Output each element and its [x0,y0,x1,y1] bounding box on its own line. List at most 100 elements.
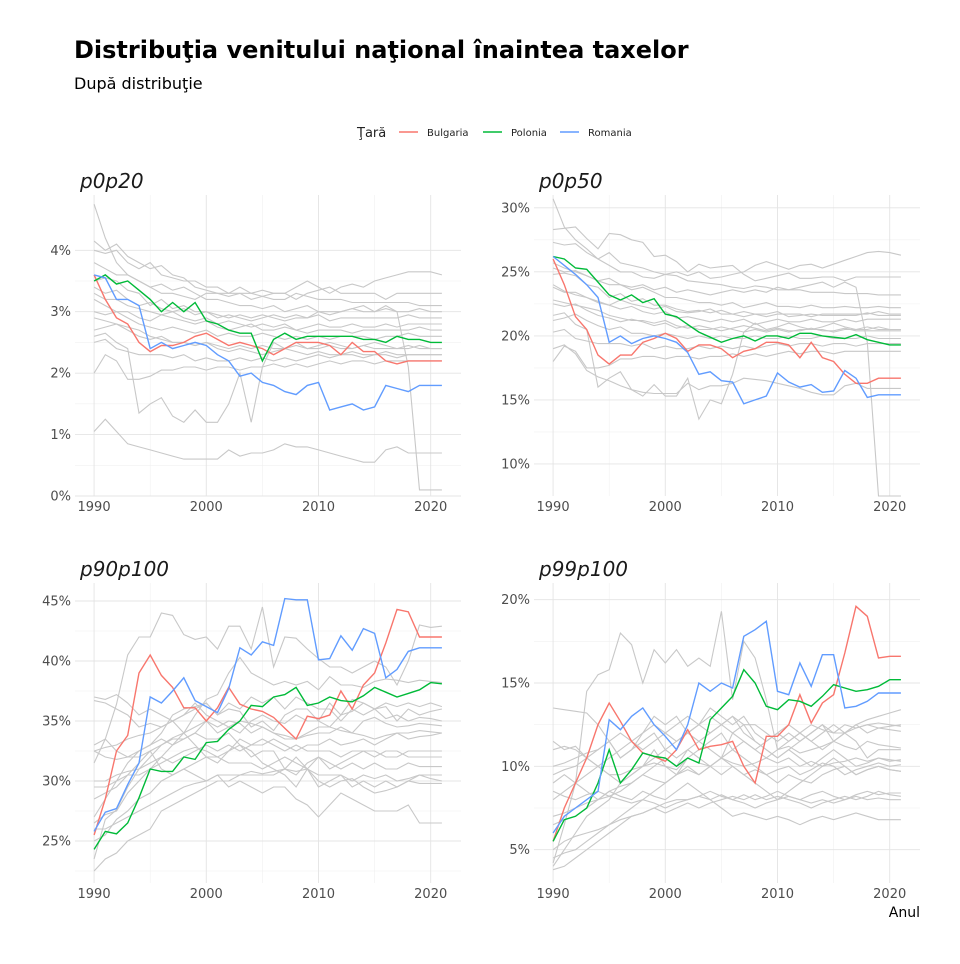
background-country-line [553,272,901,318]
background-country-line [552,709,902,801]
y-tick-label: 4% [50,244,71,259]
panel-title: p0p20 [79,169,144,193]
background-country-line [552,782,901,826]
x-tick-label: 2010 [761,887,794,902]
background-country-line [93,656,442,860]
panel-p90p100: 25% 30% 35% 40% 45% 1990 2000 2010 2020 p90p100 [42,557,461,902]
y-tick-label: 1% [50,428,71,443]
y-tick-label: 45% [42,595,71,610]
background-country-line [93,298,442,334]
x-tick-label: 1990 [78,500,111,515]
background-country-line [93,240,442,301]
background-country-line [552,740,901,776]
background-country-line [93,204,443,300]
background-country-line [553,226,901,282]
series-line-polonia [93,274,442,363]
background-country-line [93,696,443,752]
background-country-line [552,790,901,809]
x-tick-label: 2020 [873,887,906,902]
series-line-polonia [552,668,901,842]
background-country-line [93,700,443,734]
background-country-line [93,738,442,824]
y-tick-label: 20% [501,329,530,344]
background-country-line [93,286,442,491]
background-country-line [93,311,442,340]
background-country-line [93,332,442,423]
background-country-line [93,720,442,760]
legend-title: Ţară [356,126,386,141]
series-line-bulgaria [93,608,442,836]
y-tick-label: 2% [50,367,71,382]
background-country-line [93,606,442,764]
x-tick-label: 2010 [302,500,335,515]
y-tick-label: 3% [50,305,71,320]
background-country-line [94,738,442,782]
panel-title: p0p50 [538,169,603,193]
background-country-line [552,262,901,309]
x-tick-label: 2020 [414,500,447,515]
panel-title: p90p100 [79,557,169,581]
background-country-line [552,611,901,864]
background-country-line [552,732,901,784]
background-country-line [552,723,901,801]
background-country-line [93,262,442,313]
background-country-line [552,198,902,279]
x-tick-label: 1990 [537,887,570,902]
series-line-polonia [93,681,442,850]
y-tick-label: 25% [501,265,530,280]
background-country-line [552,757,901,817]
background-country-line [552,328,901,350]
y-tick-label: 10% [501,760,530,775]
x-tick-label: 2000 [649,500,682,515]
y-tick-label: 30% [501,201,530,216]
y-tick-label: 10% [501,457,530,472]
x-tick-label: 2000 [190,500,223,515]
background-country-line [552,707,901,767]
y-tick-label: 5% [509,843,530,858]
panel-p0p20: 0% 1% 2% 3% 4% 1990 2000 2010 2020 p0p20 [50,169,461,515]
chart-subtitle: După distribuţie [74,74,203,93]
x-tick-label: 2010 [302,887,335,902]
background-country-line [552,299,901,332]
y-tick-label: 0% [50,490,71,505]
series-line-bulgaria [552,258,901,384]
x-tick-label: 2020 [873,500,906,515]
y-tick-label: 15% [501,677,530,692]
x-tick-label: 1990 [537,500,570,515]
background-country-line [552,345,901,369]
legend-label-romania: Romania [588,128,632,139]
x-tick-label: 1990 [78,887,111,902]
background-country-line [552,790,901,851]
legend-label-polonia: Polonia [511,128,547,139]
background-country-line [93,732,442,800]
background-country-line [552,312,901,421]
series-line-polonia [552,255,901,346]
background-country-line [93,323,442,350]
panel-p99p100: 5% 10% 15% 20% 1990 2000 2010 2020 p99p100 [501,557,920,902]
x-tick-label: 2020 [414,887,447,902]
background-country-line [94,746,442,788]
background-country-line [93,698,443,818]
background-country-line [552,286,901,325]
background-country-line [552,284,901,318]
background-country-line [552,303,901,333]
background-country-line [553,707,901,759]
background-country-line [93,756,442,872]
background-country-line [93,418,442,463]
panel-p0p50: 10% 15% 20% 25% 30% 1990 2000 2010 2020 p0p50 [501,169,920,515]
background-country-line [552,757,901,859]
background-country-line [93,353,442,380]
chart-title: Distribuţia venitului naţional înaintea … [74,36,689,64]
y-tick-label: 25% [42,835,71,850]
panel-title: p99p100 [538,557,628,581]
y-tick-label: 15% [501,393,530,408]
background-country-line [93,732,443,842]
series-line-romania [93,274,442,411]
y-tick-label: 20% [501,593,530,608]
background-country-line [93,249,442,307]
background-country-line [552,732,901,801]
y-tick-label: 35% [42,715,71,730]
background-country-line [93,338,442,362]
